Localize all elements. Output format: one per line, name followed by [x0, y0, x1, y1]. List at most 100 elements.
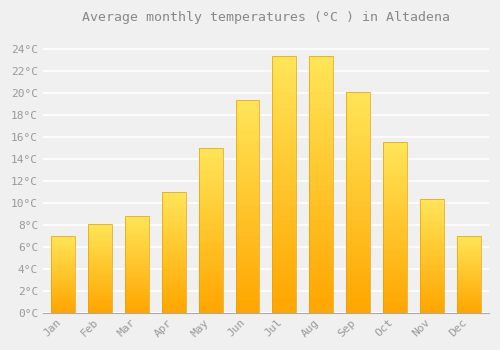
Bar	[272, 236, 296, 241]
Bar	[236, 156, 260, 160]
Bar	[125, 257, 149, 258]
Bar	[198, 280, 222, 283]
Bar	[383, 220, 407, 224]
Bar	[420, 263, 444, 265]
Bar	[125, 295, 149, 297]
Bar	[125, 266, 149, 268]
Bar	[52, 277, 75, 279]
Bar	[309, 103, 333, 108]
Bar	[309, 241, 333, 246]
Bar	[125, 268, 149, 270]
Bar	[346, 299, 370, 304]
Bar	[309, 164, 333, 169]
Bar	[88, 281, 112, 282]
Bar	[88, 248, 112, 250]
Bar	[420, 222, 444, 224]
Bar	[383, 289, 407, 292]
Bar	[272, 133, 296, 138]
Bar	[88, 309, 112, 311]
Bar	[420, 215, 444, 217]
Bar	[162, 192, 186, 313]
Bar	[198, 230, 222, 233]
Bar	[383, 299, 407, 302]
Bar	[309, 113, 333, 118]
Bar	[52, 311, 75, 313]
Bar	[162, 264, 186, 267]
Bar	[456, 237, 480, 239]
Bar	[88, 289, 112, 291]
Bar	[88, 229, 112, 231]
Bar	[383, 296, 407, 299]
Bar	[236, 173, 260, 177]
Bar	[383, 207, 407, 210]
Bar	[198, 233, 222, 237]
Bar	[383, 146, 407, 149]
Bar	[420, 283, 444, 286]
Bar	[125, 222, 149, 224]
Bar	[88, 238, 112, 240]
Bar	[88, 247, 112, 248]
Bar	[52, 236, 75, 237]
Bar	[272, 266, 296, 272]
Bar	[162, 228, 186, 230]
Bar	[162, 240, 186, 243]
Bar	[162, 288, 186, 291]
Bar	[88, 307, 112, 309]
Bar	[383, 152, 407, 156]
Bar	[88, 270, 112, 272]
Bar	[420, 294, 444, 297]
Bar	[236, 266, 260, 270]
Bar	[88, 225, 112, 227]
Bar	[198, 266, 222, 270]
Bar	[125, 307, 149, 309]
Bar	[162, 279, 186, 281]
Bar	[420, 297, 444, 299]
Bar	[198, 164, 222, 168]
Bar	[383, 156, 407, 159]
Bar	[88, 272, 112, 273]
Bar	[272, 184, 296, 190]
Bar	[420, 258, 444, 260]
Bar	[162, 247, 186, 250]
Bar	[346, 264, 370, 268]
Bar	[383, 261, 407, 265]
Bar	[420, 276, 444, 279]
Bar	[272, 225, 296, 231]
Bar	[198, 306, 222, 309]
Bar	[125, 216, 149, 313]
Bar	[456, 265, 480, 266]
Bar	[272, 154, 296, 159]
Bar	[346, 118, 370, 122]
Bar	[346, 242, 370, 246]
Bar	[456, 303, 480, 305]
Bar	[456, 268, 480, 270]
Bar	[162, 230, 186, 233]
Bar	[52, 274, 75, 276]
Bar	[162, 293, 186, 296]
Bar	[125, 241, 149, 243]
Bar	[456, 273, 480, 274]
Bar	[198, 201, 222, 204]
Bar	[346, 220, 370, 224]
Bar	[420, 202, 444, 204]
Bar	[456, 308, 480, 309]
Bar	[383, 210, 407, 214]
Bar	[88, 227, 112, 229]
Bar	[420, 233, 444, 236]
Bar	[272, 77, 296, 82]
Bar	[236, 134, 260, 139]
Bar	[52, 263, 75, 265]
Bar	[52, 236, 75, 313]
Bar	[52, 288, 75, 289]
Bar	[52, 260, 75, 262]
Bar	[125, 254, 149, 257]
Bar	[420, 251, 444, 254]
Bar	[383, 176, 407, 180]
Bar	[88, 241, 112, 243]
Bar	[125, 286, 149, 287]
Bar	[346, 184, 370, 189]
Bar	[456, 291, 480, 293]
Bar	[236, 164, 260, 168]
Bar	[162, 245, 186, 247]
Bar	[309, 144, 333, 149]
